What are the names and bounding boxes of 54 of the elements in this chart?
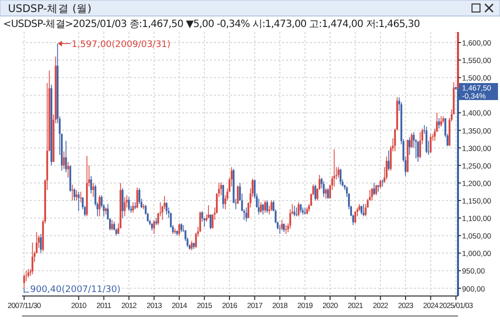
candlestick xyxy=(262,204,264,215)
candlestick xyxy=(166,202,168,215)
candlestick xyxy=(67,161,70,178)
candlestick xyxy=(373,182,375,196)
candlestick xyxy=(142,204,144,210)
candlestick xyxy=(408,136,410,156)
candlestick xyxy=(208,204,210,218)
candlestick xyxy=(65,140,67,173)
candlestick xyxy=(80,191,82,203)
candlestick xyxy=(220,182,222,196)
candlestick xyxy=(298,202,300,217)
candlestick xyxy=(324,188,327,200)
candlestick xyxy=(174,228,176,234)
candlestick xyxy=(270,200,272,212)
candlestick xyxy=(63,150,65,170)
candlestick xyxy=(304,207,306,215)
candlestick xyxy=(386,156,388,180)
candlestick xyxy=(426,126,428,154)
candlestick xyxy=(417,140,419,162)
candlestick xyxy=(239,182,241,201)
candlestick xyxy=(40,233,42,254)
candlestick xyxy=(371,188,373,201)
candlestick xyxy=(338,166,340,178)
candlestick xyxy=(362,204,364,217)
annotation: 1,597,00(2009/03/31) xyxy=(72,40,171,50)
candlestick xyxy=(296,207,298,217)
candlestick xyxy=(438,118,440,129)
candlestick xyxy=(138,188,140,204)
candlestick xyxy=(264,200,266,214)
candlestick xyxy=(419,132,422,159)
candlestick xyxy=(132,202,134,214)
candlestick xyxy=(260,202,262,214)
chart-subtitle: <USDSP-체결>2025/01/03 종:1,467,50 ▼5,00 -0,34% 시:1,473,00 고:1,474,00 저:1,465,30 xyxy=(3,19,420,30)
candlestick xyxy=(206,214,208,222)
candlestick xyxy=(128,196,130,212)
candlestick xyxy=(340,168,342,186)
chart-title: USDSP-체결 (월) xyxy=(8,3,92,15)
candlestick xyxy=(23,274,26,289)
candlestick xyxy=(327,188,329,200)
annotation: 900,40(2007/11/30) xyxy=(30,285,121,296)
candlestick xyxy=(314,184,316,201)
candlestick xyxy=(32,242,34,275)
candlestick xyxy=(382,179,384,187)
candlestick xyxy=(294,205,296,217)
candlestick xyxy=(440,116,442,128)
candlestick xyxy=(281,219,283,231)
candlestick xyxy=(76,190,78,201)
candlestick xyxy=(111,219,113,231)
candlestick xyxy=(122,188,124,218)
candlestick xyxy=(74,188,76,201)
candlestick xyxy=(153,219,156,234)
candlestick xyxy=(210,214,212,230)
candlestick xyxy=(98,194,100,217)
candlestick xyxy=(90,176,92,194)
